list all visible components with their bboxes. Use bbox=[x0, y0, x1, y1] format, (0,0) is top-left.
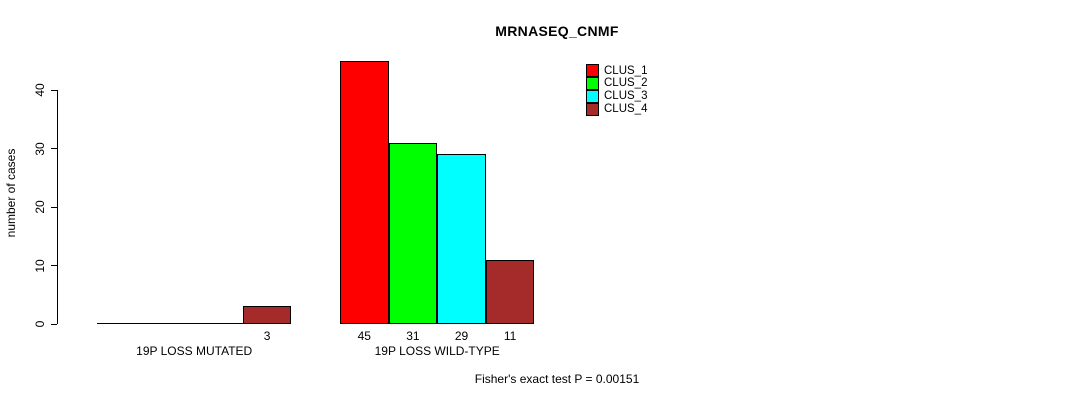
bar-clus_3 bbox=[437, 154, 486, 324]
y-axis-tick-label: 40 bbox=[33, 83, 47, 97]
legend-swatch-clus_3 bbox=[586, 89, 599, 103]
bar-clus_1-zero bbox=[97, 323, 146, 324]
legend-label: CLUS_4 bbox=[604, 103, 648, 116]
bar-value-label: 29 bbox=[454, 329, 469, 343]
y-axis-tick bbox=[51, 265, 57, 266]
legend-swatch-clus_4 bbox=[586, 102, 599, 116]
x-category-label: 19P LOSS WILD-TYPE bbox=[374, 344, 500, 358]
y-axis-title: number of cases bbox=[4, 148, 18, 238]
bar-clus_3-zero bbox=[194, 323, 243, 324]
legend-label: CLUS_2 bbox=[604, 77, 648, 90]
legend-label: CLUS_1 bbox=[604, 64, 648, 77]
bar-value-label: 3 bbox=[263, 329, 271, 343]
chart-title: MRNASEQ_CNMF bbox=[495, 23, 619, 39]
bar-clus_4 bbox=[242, 306, 292, 324]
y-axis-tick bbox=[51, 148, 57, 149]
bar-value-label: 45 bbox=[357, 329, 371, 343]
bar-clus_2-zero bbox=[145, 323, 195, 324]
bar-clus_1 bbox=[340, 60, 389, 324]
y-axis-tick-label: 20 bbox=[33, 200, 47, 214]
bar-value-label: 11 bbox=[503, 329, 517, 343]
legend-label: CLUS_3 bbox=[604, 90, 648, 103]
bar-clus_2 bbox=[388, 142, 438, 324]
y-axis-line bbox=[57, 90, 58, 324]
y-axis-tick-label: 30 bbox=[33, 141, 47, 156]
y-axis-tick-label: 0 bbox=[33, 320, 47, 328]
y-axis-tick bbox=[51, 89, 57, 91]
y-axis-tick bbox=[51, 206, 57, 208]
fisher-test-annotation: Fisher's exact test P = 0.00151 bbox=[474, 372, 640, 386]
bar-value-label: 31 bbox=[406, 329, 420, 343]
y-axis-tick bbox=[51, 323, 57, 325]
x-category-label: 19P LOSS MUTATED bbox=[136, 344, 253, 358]
legend-swatch-clus_1 bbox=[586, 64, 599, 77]
y-axis-tick-label: 10 bbox=[33, 258, 47, 273]
legend-swatch-clus_2 bbox=[586, 76, 599, 90]
bar-clus_4 bbox=[485, 259, 535, 324]
